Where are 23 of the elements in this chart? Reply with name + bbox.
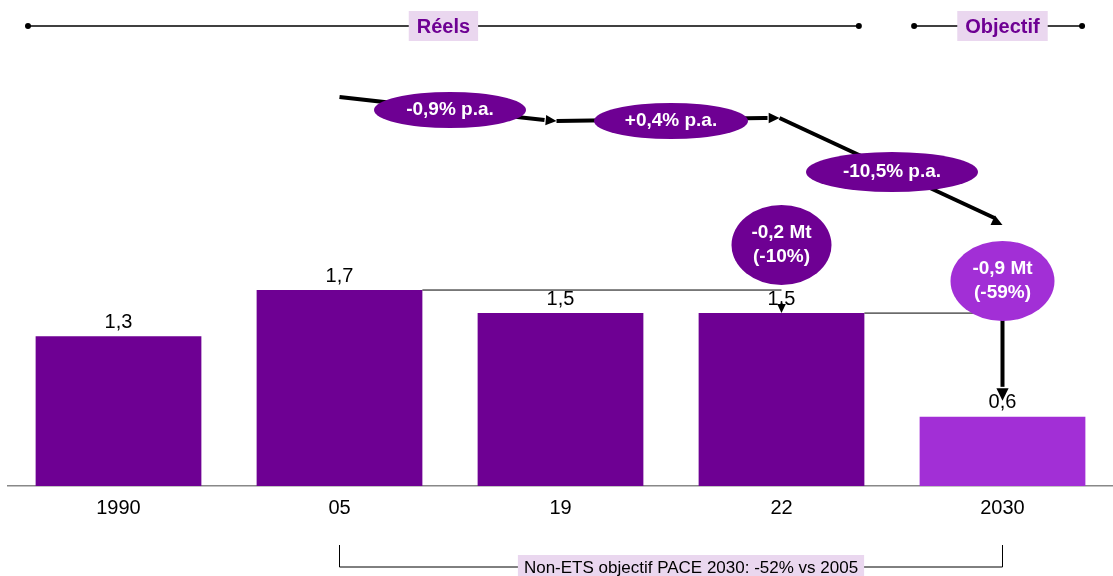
text: Non-ETS objectif PACE 2030: -52% vs 2005 [523, 557, 859, 576]
text: -0,2 Mt (-10%) [751, 221, 813, 267]
x-tick-label: 2030 [980, 495, 1025, 518]
bar [256, 290, 423, 486]
x-tick-label: 22 [770, 495, 793, 518]
bar [698, 313, 865, 486]
text: -10,5% p.a. [842, 160, 942, 182]
data-label: 1,5 [546, 286, 575, 309]
x-tick-label: 1990 [96, 495, 141, 518]
text: Réels [416, 14, 471, 37]
bar [35, 336, 202, 486]
x-tick-label: 05 [328, 495, 351, 518]
bar [919, 416, 1086, 486]
data-label: 1,5 [767, 286, 796, 309]
text: +0,4% p.a. [624, 109, 718, 131]
data-label: 0,6 [988, 390, 1017, 413]
annotation: -0,9 Mt (-59%) [972, 257, 1034, 303]
x-tick-label: 19 [549, 495, 572, 518]
text: Objectif [965, 14, 1041, 37]
bar [477, 313, 644, 486]
text: -0,9% p.a. [406, 98, 494, 120]
data-label: 1,7 [325, 263, 354, 286]
data-label: 1,3 [104, 309, 133, 332]
